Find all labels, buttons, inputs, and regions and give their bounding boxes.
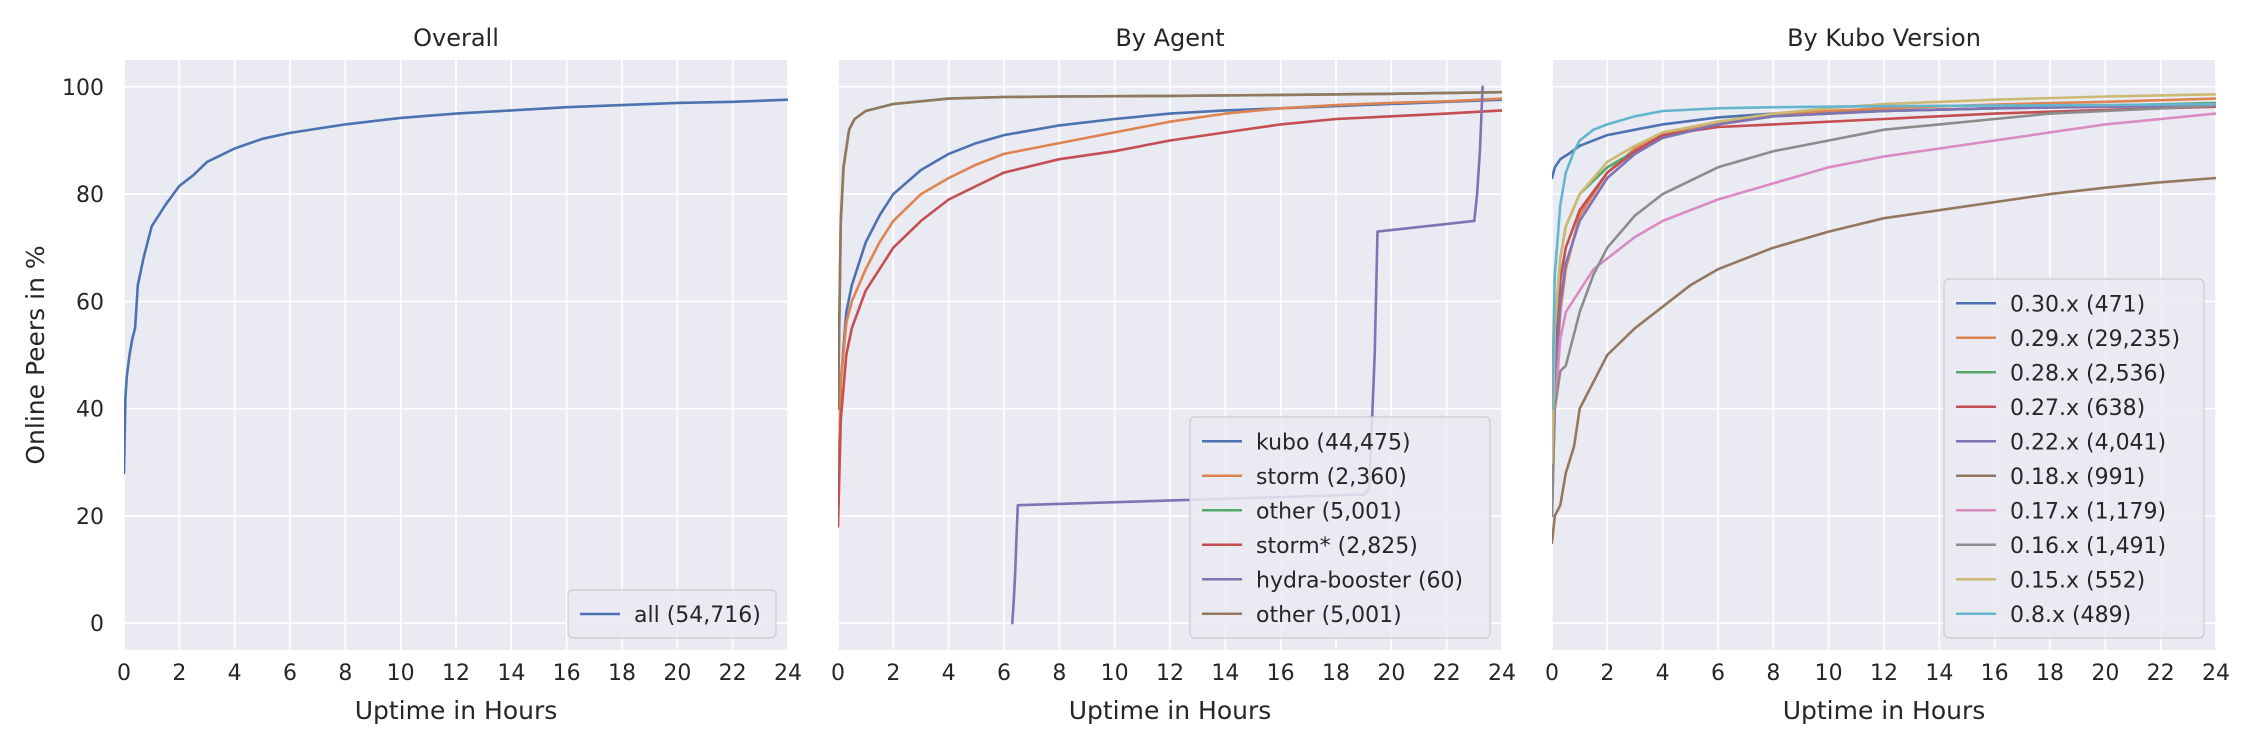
- x-tick-label: 10: [387, 661, 415, 686]
- series-lines: [124, 98, 788, 475]
- x-tick-label: 20: [2091, 661, 2119, 686]
- series-line-9: [1552, 102, 2216, 410]
- x-tick-label: 24: [774, 661, 802, 686]
- x-axis-label: Uptime in Hours: [1069, 696, 1272, 725]
- x-tick-label: 8: [1052, 661, 1066, 686]
- x-tick-label: 0: [831, 661, 845, 686]
- y-tick-label: 100: [62, 76, 104, 101]
- series-line-3: [1552, 105, 2216, 491]
- y-tick-label: 40: [76, 398, 104, 423]
- legend-label: 0.17.x (1,179): [2010, 499, 2166, 524]
- x-tick-label: 22: [2147, 661, 2175, 686]
- x-tick-label: 16: [1267, 661, 1295, 686]
- legend-label: 0.30.x (471): [2010, 292, 2145, 317]
- x-tick-label: 12: [1870, 661, 1898, 686]
- x-tick-label: 2: [886, 661, 900, 686]
- x-tick-label: 12: [1156, 661, 1184, 686]
- x-tick-label: 24: [1488, 661, 1516, 686]
- legend-label: hydra-booster (60): [1256, 568, 1463, 593]
- panel-title: By Kubo Version: [1787, 24, 1981, 52]
- x-tick-label: 14: [1211, 661, 1239, 686]
- x-tick-label: 8: [1766, 661, 1780, 686]
- series-line-4: [1552, 104, 2216, 491]
- series-lines: [1552, 93, 2216, 545]
- x-tick-label: 8: [338, 661, 352, 686]
- x-tick-label: 6: [283, 661, 297, 686]
- legend-label: other (5,001): [1256, 499, 1402, 524]
- legend-label: 0.29.x (29,235): [2010, 327, 2180, 352]
- legend: kubo (44,475) storm (2,360) other (5,001) s…: [1189, 416, 1491, 639]
- legend: all (54,716): [567, 589, 777, 639]
- legend-label: storm (2,360): [1256, 465, 1407, 490]
- legend-label: 0.15.x (552): [2010, 568, 2145, 593]
- series-line-3: [838, 109, 1502, 528]
- legend-label: 0.27.x (638): [2010, 396, 2145, 421]
- legend-label: 0.18.x (991): [2010, 465, 2145, 490]
- x-tick-label: 22: [719, 661, 747, 686]
- x-tick-label: 18: [1322, 661, 1350, 686]
- series-line-5: [1552, 176, 2216, 545]
- x-tick-label: 6: [1711, 661, 1725, 686]
- legend-box: [567, 589, 777, 639]
- x-tick-label: 12: [442, 661, 470, 686]
- legend-box: [1943, 278, 2205, 639]
- x-tick-label: 18: [2036, 661, 2064, 686]
- x-axis-label: Uptime in Hours: [1783, 696, 1986, 725]
- series-line-8: [1552, 93, 2216, 464]
- series-line-7: [1552, 104, 2216, 518]
- x-tick-label: 16: [553, 661, 581, 686]
- y-tick-label: 60: [76, 290, 104, 315]
- legend-label: kubo (44,475): [1256, 430, 1411, 455]
- y-tick-label: 0: [90, 612, 104, 637]
- panel-overall: 0 2 4 6 8 10 12 14 16 18 20 22 24020406080100Overall…: [62, 24, 802, 725]
- panel-title: Overall: [413, 24, 499, 52]
- y-axis-label: Online Peers in %: [21, 245, 50, 464]
- x-tick-label: 24: [2202, 661, 2230, 686]
- x-tick-label: 10: [1815, 661, 1843, 686]
- panel-title: By Agent: [1115, 24, 1224, 52]
- legend-box: [1189, 416, 1491, 639]
- legend-label: 0.8.x (489): [2010, 603, 2131, 628]
- x-tick-label: 2: [1600, 661, 1614, 686]
- x-tick-label: 16: [1981, 661, 2009, 686]
- series-line-1: [838, 97, 1502, 518]
- legend-label: 0.28.x (2,536): [2010, 361, 2166, 386]
- y-tick-label: 80: [76, 183, 104, 208]
- x-tick-label: 0: [117, 661, 131, 686]
- x-tick-label: 4: [942, 661, 956, 686]
- x-tick-label: 4: [228, 661, 242, 686]
- x-tick-label: 6: [997, 661, 1011, 686]
- y-tick-label: 20: [76, 505, 104, 530]
- series-line-0: [124, 98, 788, 475]
- x-tick-label: 4: [1656, 661, 1670, 686]
- x-axis-label: Uptime in Hours: [355, 696, 558, 725]
- x-tick-label: 20: [1377, 661, 1405, 686]
- x-tick-label: 14: [497, 661, 525, 686]
- legend-label: 0.16.x (1,491): [2010, 534, 2166, 559]
- x-tick-label: 0: [1545, 661, 1559, 686]
- series-line-6: [1552, 112, 2216, 518]
- legend-label: storm* (2,825): [1256, 534, 1418, 559]
- series-line-5: [838, 90, 1502, 410]
- legend-label: all (54,716): [634, 603, 761, 628]
- x-tick-label: 2: [172, 661, 186, 686]
- x-tick-label: 18: [608, 661, 636, 686]
- x-tick-label: 22: [1433, 661, 1461, 686]
- x-tick-label: 14: [1925, 661, 1953, 686]
- x-tick-label: 10: [1101, 661, 1129, 686]
- legend: 0.30.x (471) 0.29.x (29,235) 0.28.x (2,536…: [1943, 278, 2205, 639]
- legend-label: 0.22.x (4,041): [2010, 430, 2166, 455]
- legend-label: other (5,001): [1256, 603, 1402, 628]
- x-tick-label: 20: [663, 661, 691, 686]
